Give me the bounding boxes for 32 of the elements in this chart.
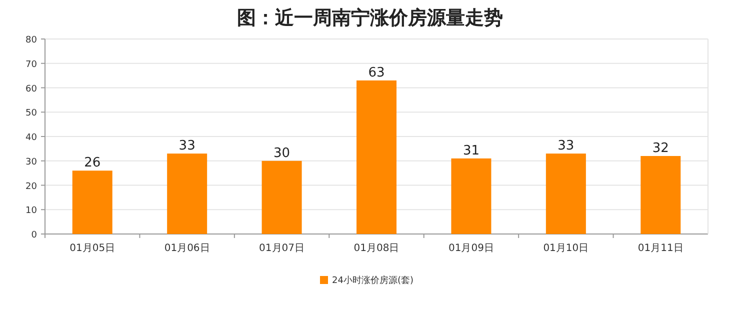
y-tick-label: 20 [26, 182, 38, 192]
x-tick-label: 01月05日 [70, 243, 116, 254]
y-tick-label: 40 [26, 133, 38, 143]
y-tick-label: 50 [26, 108, 38, 119]
bar [451, 158, 492, 234]
x-tick-label: 01月07日 [259, 243, 305, 254]
data-label: 32 [652, 141, 669, 156]
y-tick-label: 70 [26, 60, 38, 70]
data-label: 30 [274, 146, 290, 161]
y-tick-label: 30 [26, 157, 38, 168]
chart-title: 图：近一周南宁涨价房源量走势 [237, 7, 503, 29]
legend-label: 24小时涨价房源(套) [332, 275, 414, 286]
x-tick-label: 01月09日 [448, 243, 494, 254]
data-label: 33 [178, 138, 196, 154]
bar [72, 170, 112, 234]
x-tick-label: 01月08日 [354, 243, 400, 254]
y-tick-label: 60 [26, 84, 38, 94]
x-tick-label: 01月11日 [638, 243, 684, 254]
bar [167, 154, 208, 234]
bar [640, 156, 681, 234]
bar [546, 154, 586, 234]
y-tick-label: 80 [26, 36, 38, 46]
data-label: 33 [558, 138, 574, 154]
y-tick-label: 10 [26, 206, 38, 216]
x-tick-label: 01月10日 [543, 243, 589, 254]
bar [262, 160, 302, 234]
data-label: 26 [84, 156, 101, 171]
data-label: 31 [462, 143, 480, 158]
x-tick-label: 01月06日 [164, 243, 210, 254]
bar [356, 80, 396, 234]
y-tick-label: 0 [31, 230, 38, 240]
data-label: 63 [368, 65, 385, 80]
